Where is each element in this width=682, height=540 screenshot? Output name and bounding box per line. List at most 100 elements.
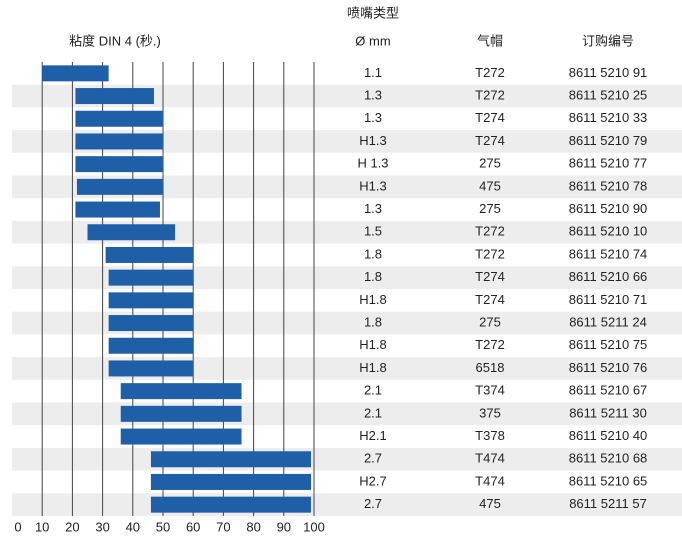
table-cell: 8611 5210 74 bbox=[569, 246, 648, 261]
range-bar bbox=[120, 383, 242, 400]
table-cell: 8611 5211 24 bbox=[569, 314, 647, 329]
column-header: 气帽 bbox=[477, 33, 503, 48]
range-bar bbox=[108, 360, 194, 377]
table-cell: T272 bbox=[475, 65, 505, 80]
table-cell: T272 bbox=[475, 337, 505, 352]
table-cell: 8611 5210 68 bbox=[569, 451, 648, 466]
table-cell: 275 bbox=[479, 201, 501, 216]
table-cell: 8611 5210 77 bbox=[569, 156, 648, 171]
table-cell: 8611 5210 65 bbox=[569, 473, 648, 488]
row-stripe bbox=[12, 130, 682, 153]
range-bar bbox=[42, 65, 109, 82]
range-bar bbox=[75, 110, 163, 127]
range-bar bbox=[75, 156, 163, 173]
table-cell: 8611 5210 79 bbox=[569, 133, 648, 148]
x-tick-label: 40 bbox=[126, 519, 140, 534]
column-header: 订购编号 bbox=[582, 33, 634, 48]
table-cell: T474 bbox=[475, 451, 505, 466]
x-tick-label: 80 bbox=[246, 519, 260, 534]
table-cell: 475 bbox=[479, 178, 501, 193]
table-cell: H 1.3 bbox=[357, 156, 388, 171]
table-cell: 1.8 bbox=[364, 246, 382, 261]
table-cell: 475 bbox=[479, 496, 501, 511]
table-cell: 8611 5210 40 bbox=[569, 428, 648, 443]
x-tick-label: 100 bbox=[303, 519, 325, 534]
range-bar bbox=[105, 246, 194, 263]
row-stripe bbox=[12, 84, 682, 108]
range-bar bbox=[120, 405, 242, 422]
table-cell: 8611 5210 78 bbox=[569, 178, 648, 193]
table-cell: H1.8 bbox=[359, 292, 386, 307]
range-bar bbox=[150, 451, 311, 468]
range-bar bbox=[75, 133, 163, 150]
table-cell: H1.3 bbox=[359, 178, 386, 193]
range-bar bbox=[87, 224, 176, 241]
range-bar bbox=[108, 315, 194, 332]
x-tick-label: 70 bbox=[216, 519, 230, 534]
table-cell: T274 bbox=[475, 292, 505, 307]
table-cell: 8611 5210 66 bbox=[569, 269, 648, 284]
table-cell: T272 bbox=[475, 224, 505, 239]
table-cell: 375 bbox=[479, 405, 501, 420]
table-cell: T272 bbox=[475, 246, 505, 261]
table-cell: 1.3 bbox=[364, 201, 382, 216]
x-tick-label: 10 bbox=[35, 519, 49, 534]
row-stripe bbox=[12, 175, 682, 199]
x-tick-label: 90 bbox=[277, 519, 291, 534]
table-cell: 8611 5210 67 bbox=[569, 383, 648, 398]
range-bar bbox=[76, 178, 163, 195]
table-cell: T274 bbox=[475, 269, 505, 284]
table-cell: 8611 5211 57 bbox=[569, 496, 647, 511]
range-bar bbox=[120, 428, 242, 445]
table-cell: 8611 5210 10 bbox=[569, 224, 648, 239]
table-cell: 8611 5210 90 bbox=[569, 201, 648, 216]
table-cell: 2.7 bbox=[364, 451, 382, 466]
axis-label: 粘度 DIN 4 (秒.) bbox=[69, 33, 161, 48]
x-tick-label: 20 bbox=[65, 519, 79, 534]
table-cell: 2.7 bbox=[364, 496, 382, 511]
table-cell: 8611 5210 33 bbox=[569, 110, 648, 125]
table-cell: H1.8 bbox=[359, 337, 386, 352]
table-cell: H2.7 bbox=[359, 473, 386, 488]
table-cell: 8611 5210 76 bbox=[569, 360, 648, 375]
range-bar bbox=[108, 337, 194, 354]
x-tick-label: 30 bbox=[95, 519, 109, 534]
range-bar bbox=[75, 88, 154, 105]
table-cell: 1.8 bbox=[364, 269, 382, 284]
table-cell: 8611 5210 71 bbox=[569, 292, 648, 307]
table-cell: 275 bbox=[479, 156, 501, 171]
x-tick-label: 50 bbox=[156, 519, 170, 534]
range-bar bbox=[150, 496, 311, 513]
table-cell: H1.8 bbox=[359, 360, 386, 375]
table-cell: 1.3 bbox=[364, 87, 382, 102]
x-tick-label: 0 bbox=[14, 519, 21, 534]
table-cell: 8611 5210 25 bbox=[569, 87, 648, 102]
table-cell: 275 bbox=[479, 314, 501, 329]
range-bar bbox=[150, 473, 311, 490]
table-cell: 8611 5210 91 bbox=[569, 65, 648, 80]
table-cell: 6518 bbox=[476, 360, 505, 375]
table-cell: T274 bbox=[475, 133, 505, 148]
table-cell: T272 bbox=[475, 87, 505, 102]
table-cell: 1.3 bbox=[364, 110, 382, 125]
column-header: Ø mm bbox=[355, 33, 390, 48]
row-stripe bbox=[12, 220, 682, 244]
table-cell: 1.8 bbox=[364, 314, 382, 329]
table-cell: 2.1 bbox=[364, 405, 382, 420]
x-tick-label: 60 bbox=[186, 519, 200, 534]
range-bar bbox=[108, 269, 194, 286]
range-bar bbox=[75, 201, 160, 218]
table-cell: 1.5 bbox=[364, 224, 382, 239]
range-bar bbox=[108, 292, 194, 309]
table-cell: 1.1 bbox=[364, 65, 382, 80]
table-cell: T474 bbox=[475, 473, 505, 488]
table-title: 喷嘴类型 bbox=[347, 5, 399, 20]
table-cell: T274 bbox=[475, 110, 505, 125]
table-cell: H1.3 bbox=[359, 133, 386, 148]
table-cell: 2.1 bbox=[364, 383, 382, 398]
table-cell: T374 bbox=[475, 383, 505, 398]
table-cell: T378 bbox=[475, 428, 505, 443]
table-cell: 8611 5211 30 bbox=[569, 405, 647, 420]
table-cell: H2.1 bbox=[359, 428, 386, 443]
